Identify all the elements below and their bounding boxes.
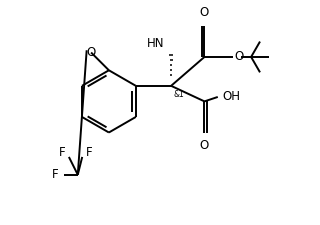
- Text: O: O: [200, 6, 209, 19]
- Text: F: F: [85, 146, 92, 159]
- Text: F: F: [59, 146, 66, 159]
- Text: OH: OH: [222, 90, 240, 104]
- Text: O: O: [235, 50, 244, 63]
- Text: O: O: [200, 139, 209, 152]
- Text: HN: HN: [147, 37, 164, 50]
- Text: &1: &1: [173, 90, 184, 99]
- Text: F: F: [52, 168, 59, 181]
- Text: O: O: [86, 46, 96, 59]
